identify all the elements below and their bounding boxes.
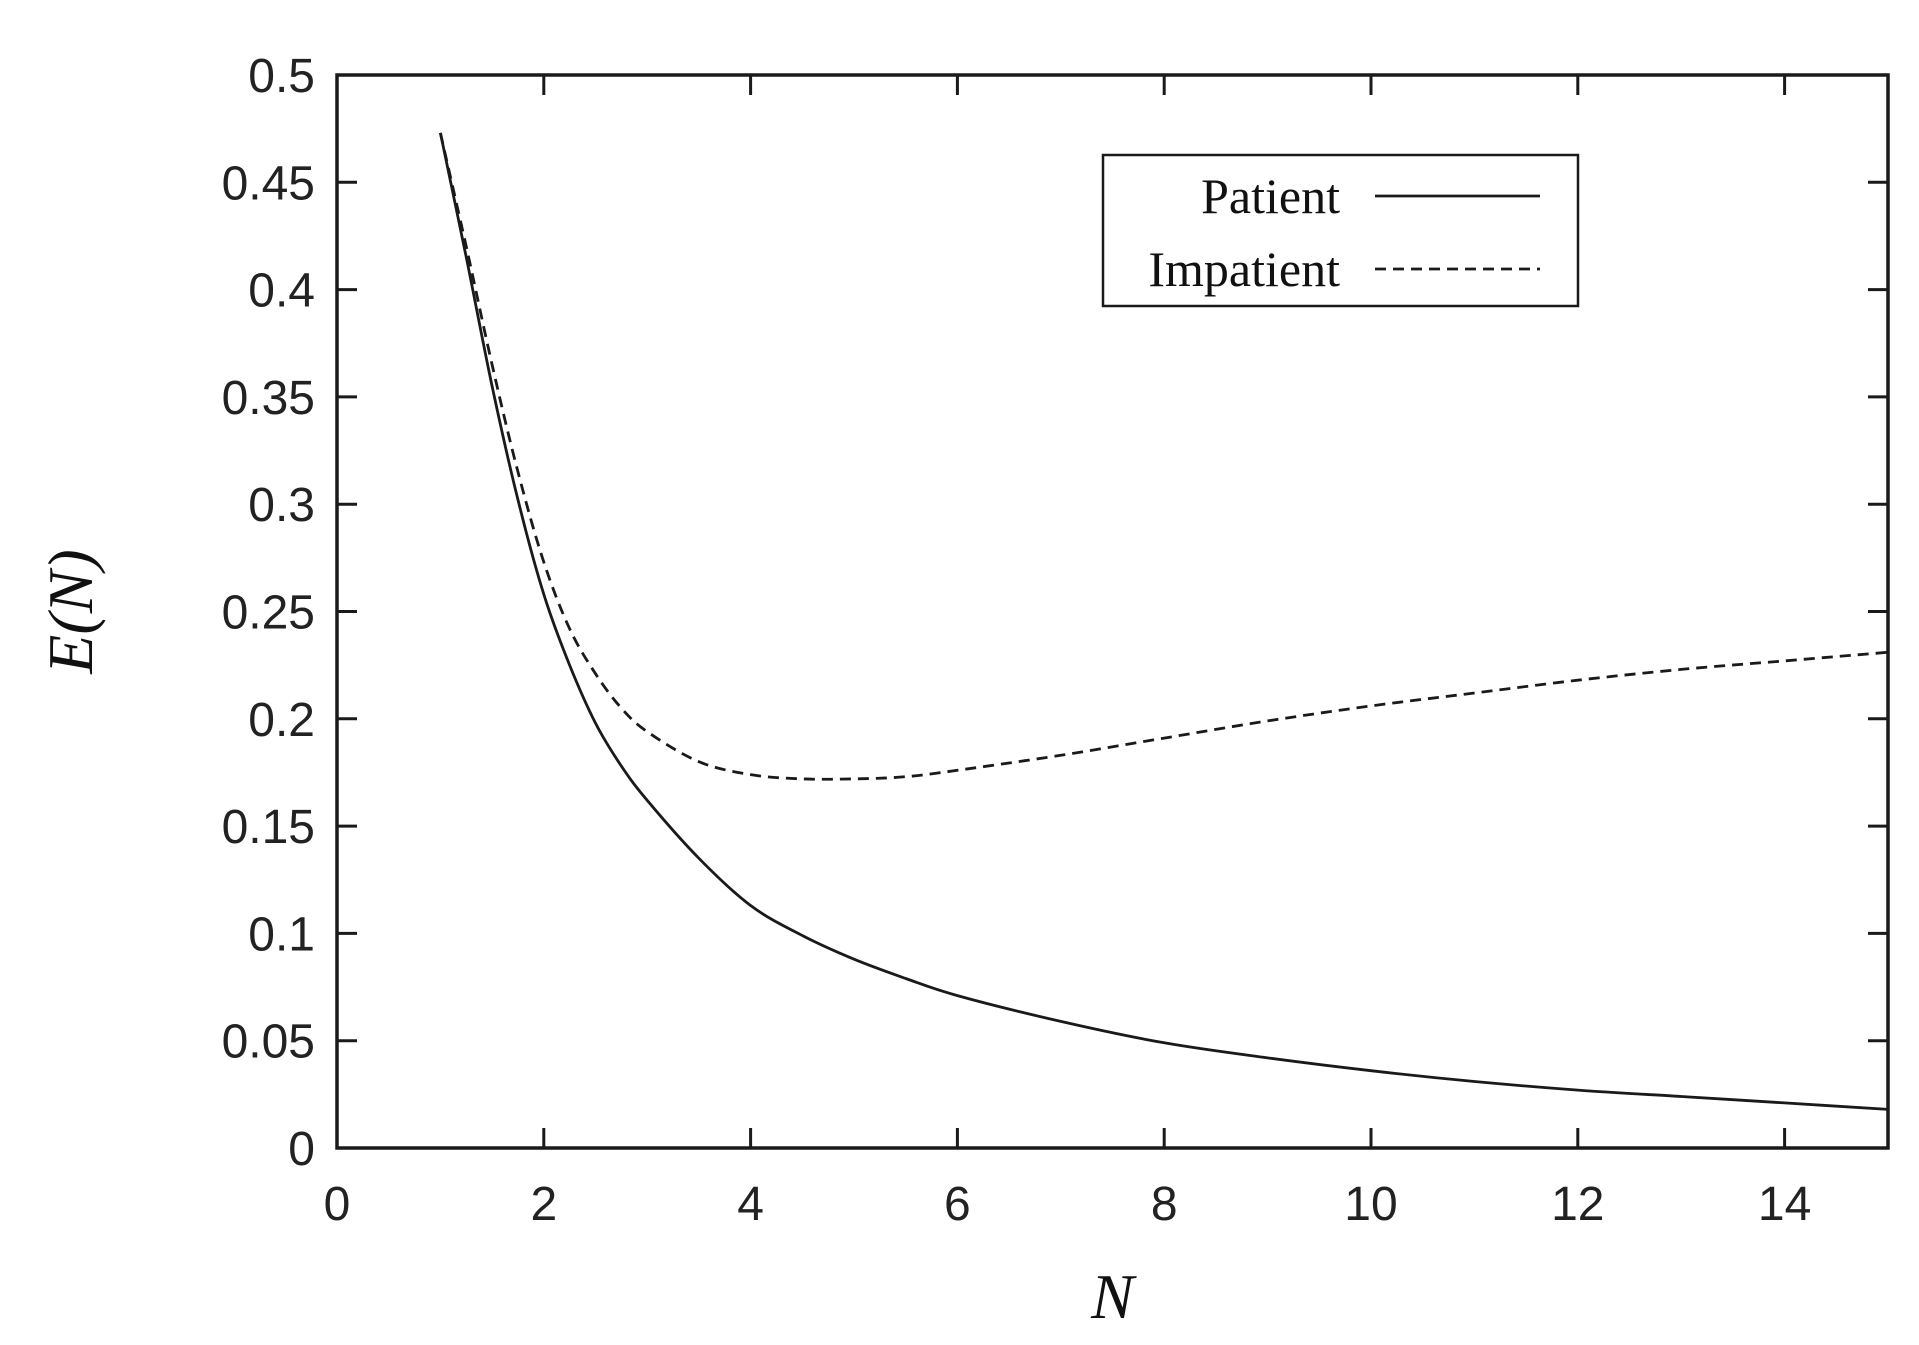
y-axis-title: E(N) [35,549,106,674]
x-tick-label: 0 [324,1178,351,1231]
y-tick-label: 0.4 [248,265,315,318]
series-line-impatient [439,132,1889,781]
series-lines [439,132,1889,1111]
x-tick-label: 6 [944,1178,971,1231]
y-tick-label: 0.15 [222,801,315,854]
y-tick-label: 0.3 [248,479,315,532]
x-tick-label: 14 [1758,1178,1811,1231]
y-tick-label: 0 [288,1123,315,1176]
series-line-patient [439,132,1889,1111]
y-tick-label: 0.5 [248,50,315,103]
legend-label-impatient: Impatient [1148,241,1340,297]
y-tick-label: 0.05 [222,1016,315,1069]
y-tick-label: 0.1 [248,908,315,961]
y-tick-label: 0.45 [222,157,315,210]
y-tick-label: 0.2 [248,694,315,747]
x-tick-label: 12 [1551,1178,1604,1231]
y-tick-label: 0.35 [222,372,315,425]
x-tick-label: 8 [1151,1178,1178,1231]
legend: Patient Impatient [1101,153,1580,308]
x-tick-label: 4 [737,1178,764,1231]
x-tick-label: 2 [530,1178,557,1231]
plot-frame [335,73,1890,1150]
x-axis-title: N [1090,1261,1137,1332]
y-tick-label: 0.25 [222,587,315,640]
legend-label-patient: Patient [1201,168,1340,224]
legend-box [1101,153,1580,308]
axis-tick-labels: 0 2 4 6 8 10 12 14 0 0.05 0.1 0.15 0.2 0.25 0.3 0.35 0.4… [222,50,1812,1231]
x-tick-label: 10 [1344,1178,1397,1231]
